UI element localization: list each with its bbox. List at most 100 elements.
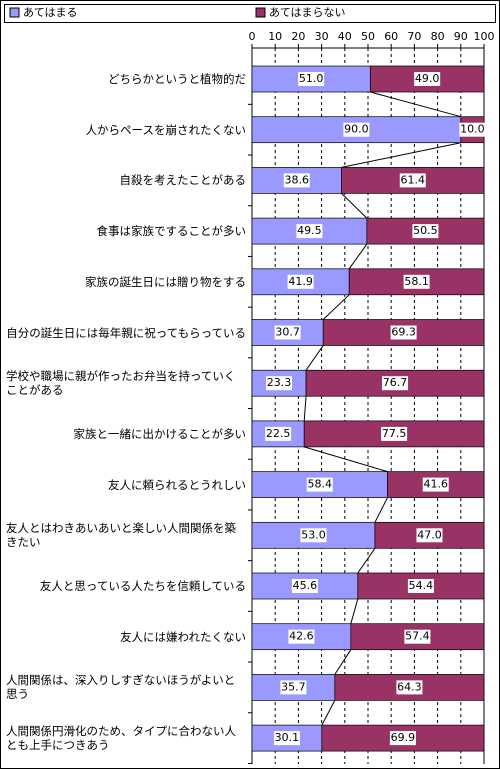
value-label: 53.0 bbox=[301, 528, 326, 541]
value-label-bg bbox=[288, 629, 315, 644]
category-label: 学校や職場に親が作ったお弁当を持っていくことがある bbox=[6, 363, 246, 403]
value-label: 45.6 bbox=[293, 579, 318, 592]
value-label-bg bbox=[287, 274, 314, 289]
value-label-bg bbox=[399, 173, 426, 188]
value-label: 22.5 bbox=[266, 427, 291, 440]
series-line bbox=[357, 548, 376, 574]
value-label: 38.6 bbox=[285, 173, 310, 186]
value-label: 49.0 bbox=[415, 72, 440, 85]
value-label: 76.7 bbox=[383, 376, 408, 389]
value-label: 41.9 bbox=[288, 275, 313, 288]
value-label: 64.3 bbox=[397, 680, 422, 693]
value-label-bg bbox=[283, 173, 310, 188]
series-line bbox=[321, 700, 336, 726]
series-line bbox=[341, 142, 461, 168]
x-tick-label: 100 bbox=[474, 30, 495, 43]
category-text: 自殺を考えたことがある bbox=[119, 173, 247, 188]
x-tick-label: 40 bbox=[338, 30, 352, 43]
value-label-bg bbox=[396, 680, 423, 695]
value-label: 49.5 bbox=[297, 224, 322, 237]
value-label-bg bbox=[280, 680, 307, 695]
category-text: 人間関係円滑化のため、タイプに合わない人とも上手につきあう bbox=[6, 724, 236, 753]
legend-swatch bbox=[9, 7, 20, 18]
series-line bbox=[350, 598, 359, 624]
category-text: 友人には嫌われたくない bbox=[120, 629, 246, 644]
category-text: 食事は家族ですることが多い bbox=[96, 224, 247, 239]
category-label: どちらかというと植物的だ bbox=[6, 59, 246, 99]
value-label-bg bbox=[412, 224, 439, 239]
value-label-bg bbox=[389, 731, 416, 746]
category-text: 自分の誕生日には毎年親に祝ってもらっている bbox=[6, 325, 246, 340]
value-label: 58.4 bbox=[307, 478, 332, 491]
series-line bbox=[341, 193, 368, 219]
x-tick-label: 70 bbox=[407, 30, 421, 43]
category-label: 自殺を考えたことがある bbox=[6, 160, 247, 200]
value-label-bg bbox=[266, 376, 293, 391]
category-label: 友人とはわきあいあいと楽しい人間関係を築きたい bbox=[6, 515, 246, 555]
value-label: 69.9 bbox=[391, 731, 416, 744]
value-label: 61.4 bbox=[401, 173, 426, 186]
series-line bbox=[304, 446, 388, 473]
value-label-bg bbox=[414, 72, 441, 86]
category-label: 人間関係円滑化のため、タイプに合わない人とも上手につきあう bbox=[6, 718, 246, 758]
value-label: 41.6 bbox=[423, 478, 448, 491]
value-label: 10.0 bbox=[460, 123, 485, 136]
value-label: 77.5 bbox=[382, 427, 407, 440]
x-tick-label: 10 bbox=[268, 30, 282, 43]
category-text: 友人とはわきあいあいと楽しい人間関係を築きたい bbox=[6, 521, 236, 550]
x-tick-label: 30 bbox=[315, 30, 329, 43]
value-label: 35.7 bbox=[281, 680, 306, 693]
value-label-bg bbox=[403, 274, 430, 289]
value-label: 54.4 bbox=[409, 579, 434, 592]
legend-label: あてはまらない bbox=[269, 6, 346, 19]
value-label-bg bbox=[382, 376, 409, 391]
category-label: 友人と思っている人たちを信頼している bbox=[6, 566, 246, 606]
value-label: 30.1 bbox=[275, 731, 300, 744]
x-tick-label: 80 bbox=[431, 30, 445, 43]
x-tick-label: 50 bbox=[361, 30, 375, 43]
series-line bbox=[305, 345, 324, 371]
category-label: 人間関係は、深入りしすぎないほうがよいと思う bbox=[6, 667, 246, 707]
value-label: 51.0 bbox=[299, 72, 324, 85]
legend-label: あてはまる bbox=[23, 6, 78, 19]
value-label-bg bbox=[459, 122, 486, 137]
category-label: 友人には嫌われたくない bbox=[6, 617, 246, 657]
value-label: 57.4 bbox=[405, 630, 430, 643]
series-line bbox=[348, 243, 368, 270]
value-label: 90.0 bbox=[344, 123, 369, 136]
category-text: 家族と一緒に出かけることが多い bbox=[73, 426, 247, 441]
series-line bbox=[322, 294, 350, 320]
x-tick-label: 60 bbox=[384, 30, 398, 43]
series-line bbox=[370, 91, 461, 118]
category-text: 学校や職場に親が作ったお弁当を持っていくことがある bbox=[6, 369, 236, 398]
category-text: 人間関係は、深入りしすぎないほうがよいと思う bbox=[6, 673, 236, 702]
value-label-bg bbox=[407, 579, 434, 593]
value-label-bg bbox=[390, 325, 417, 340]
value-label: 23.3 bbox=[267, 376, 292, 389]
value-label: 47.0 bbox=[417, 528, 442, 541]
category-text: どちらかというと植物的だ bbox=[108, 72, 246, 86]
category-text: 友人と思っている人たちを信頼している bbox=[39, 579, 246, 593]
category-text: 友人に頼られるとうれしい bbox=[108, 477, 246, 492]
value-label-bg bbox=[343, 122, 370, 137]
x-tick-label: 20 bbox=[291, 30, 305, 43]
series-line bbox=[334, 649, 352, 675]
value-label-bg bbox=[265, 426, 292, 441]
value-label-bg bbox=[381, 426, 408, 441]
series-line bbox=[303, 396, 307, 421]
category-label: 家族と一緒に出かけることが多い bbox=[6, 414, 247, 454]
value-label-bg bbox=[422, 477, 449, 492]
category-text: 人からペースを崩されたくない bbox=[85, 122, 246, 137]
category-label: 自分の誕生日には毎年親に祝ってもらっている bbox=[6, 313, 246, 353]
value-label: 50.5 bbox=[413, 224, 438, 237]
category-label: 家族の誕生日には贈り物をする bbox=[6, 262, 246, 302]
value-label: 42.6 bbox=[289, 630, 314, 643]
value-label-bg bbox=[300, 528, 327, 543]
value-label-bg bbox=[274, 325, 301, 340]
category-label: 食事は家族ですることが多い bbox=[6, 211, 247, 251]
value-label-bg bbox=[416, 528, 443, 543]
x-tick-label: 0 bbox=[249, 30, 256, 43]
category-label: 友人に頼られるとうれしい bbox=[6, 465, 246, 505]
value-label-bg bbox=[306, 477, 333, 492]
